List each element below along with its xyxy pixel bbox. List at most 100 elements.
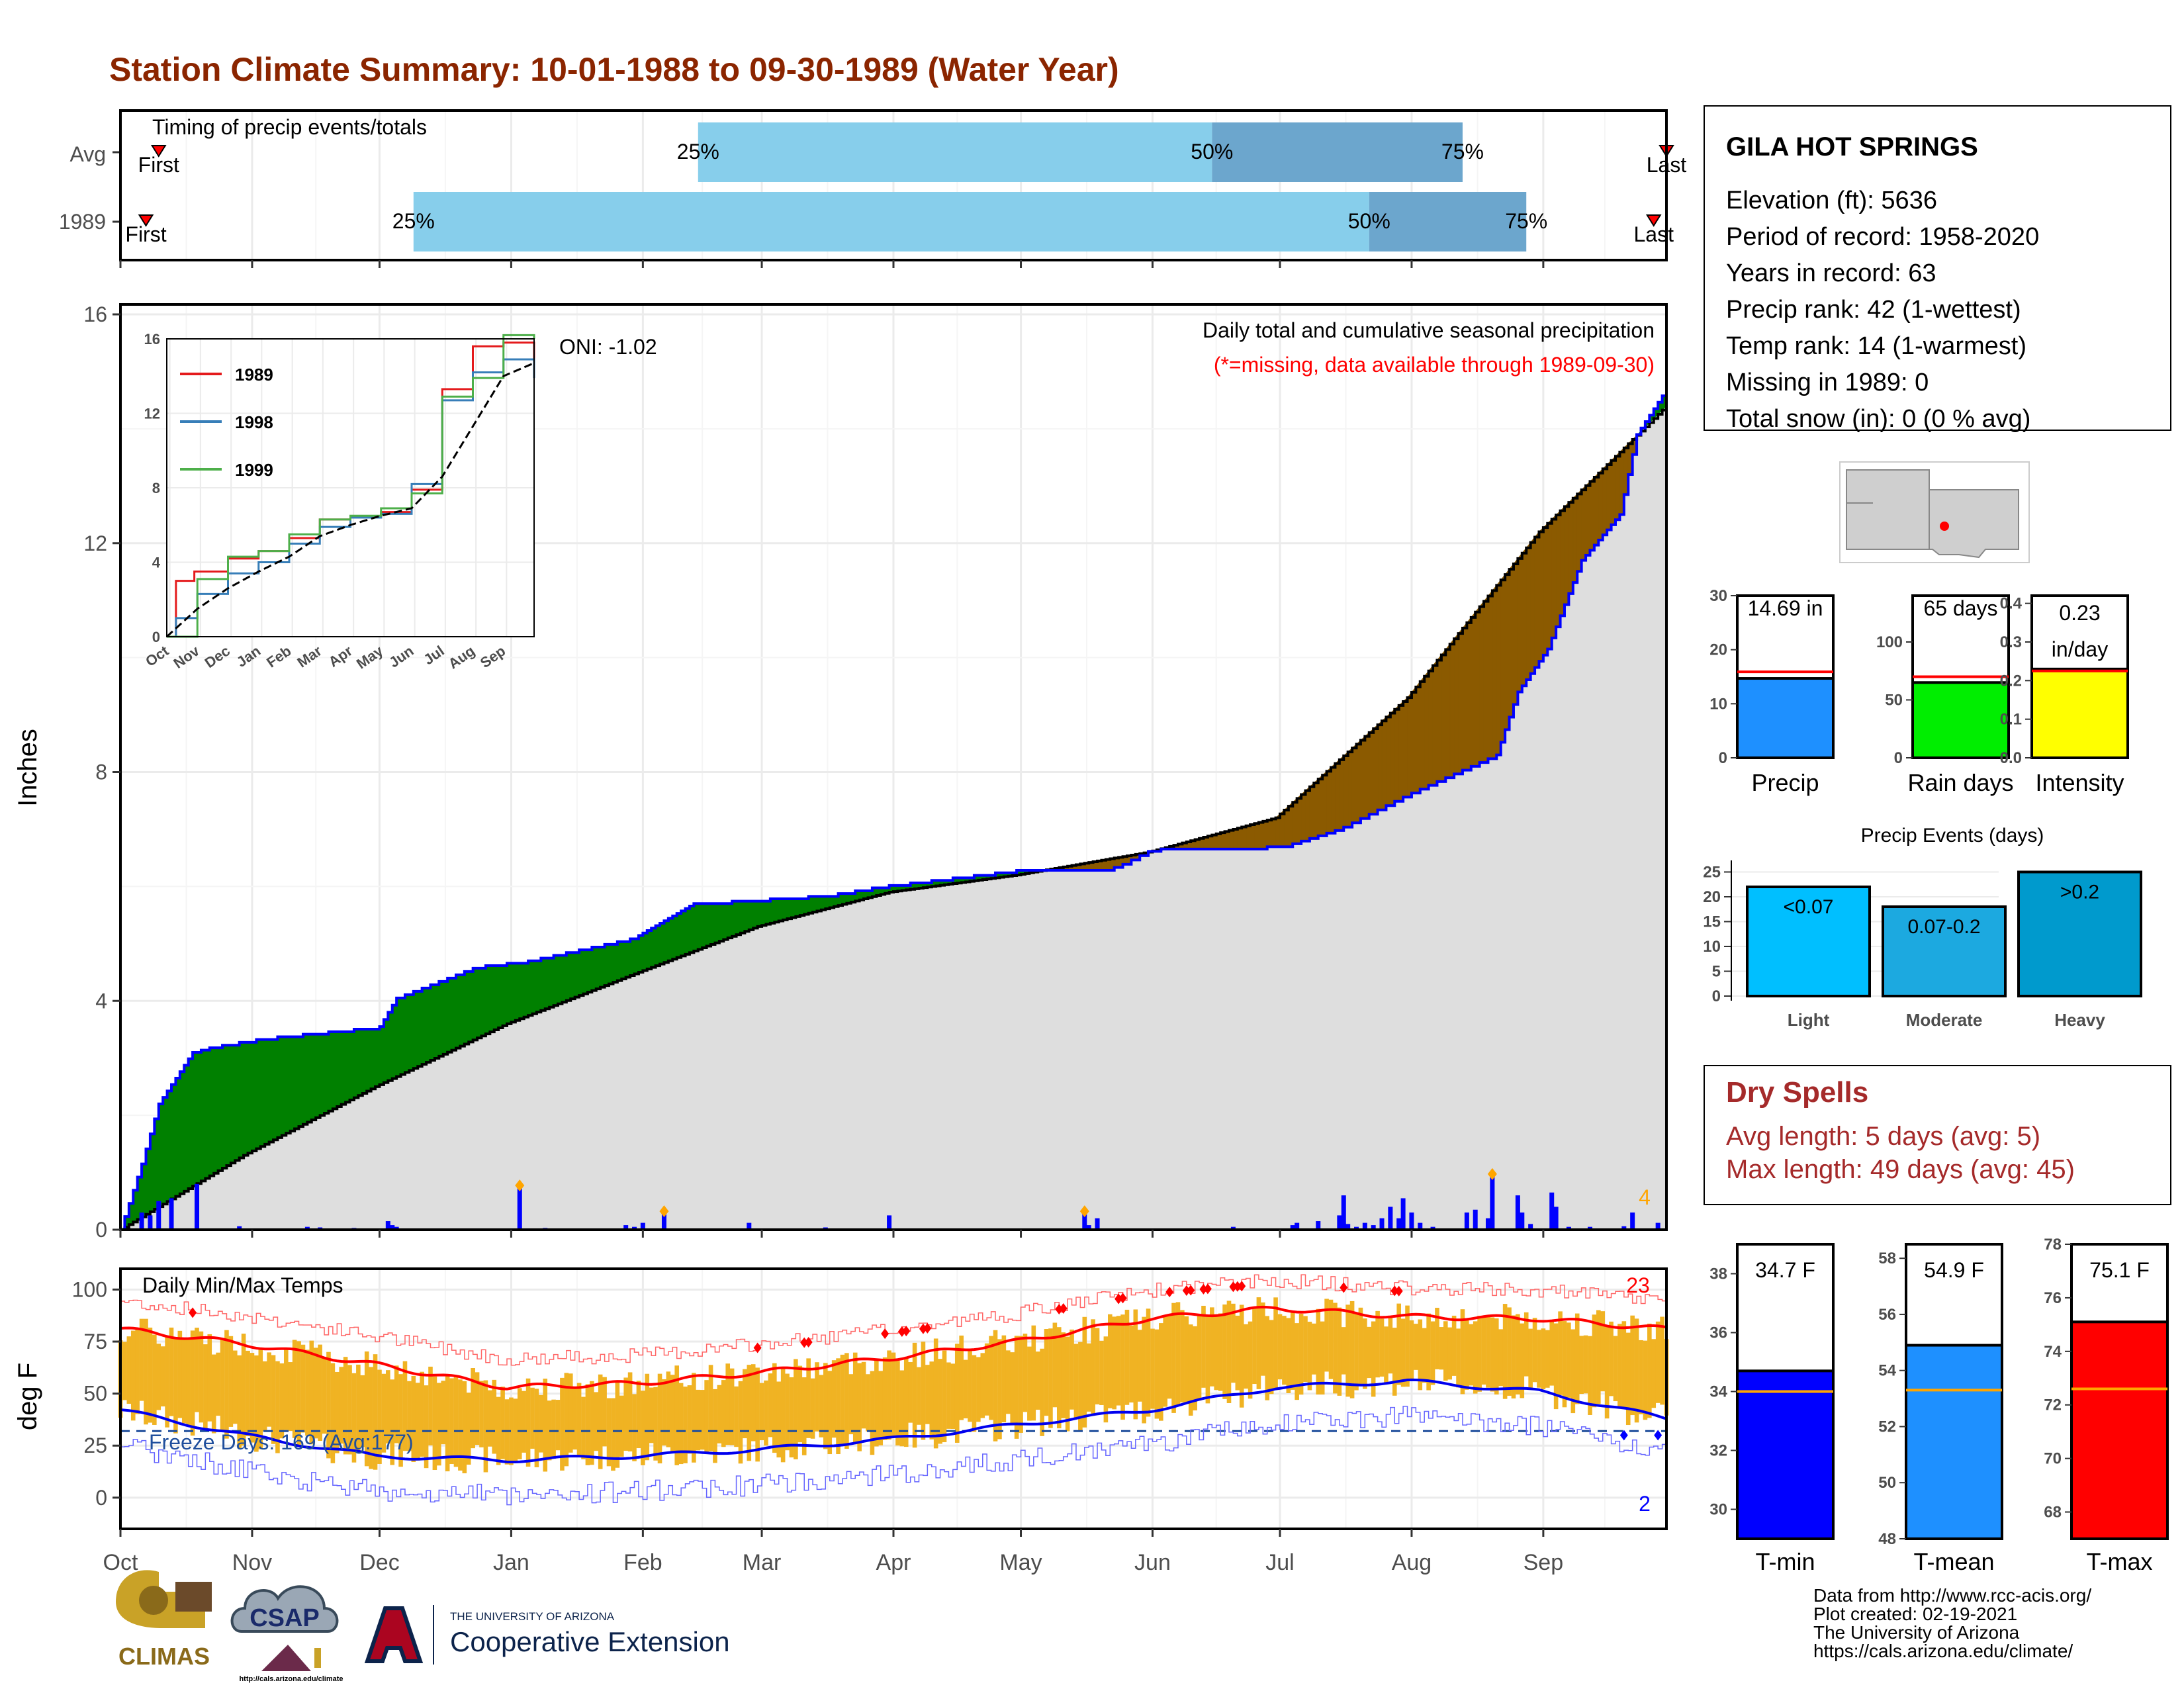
surplus-band: [426, 987, 431, 1063]
daily-temp-bar: [1574, 1313, 1580, 1404]
surplus-band: [383, 1019, 388, 1083]
surplus-band: [209, 1047, 214, 1177]
csap-cloud: [230, 1585, 339, 1633]
daily-temp-bar: [1341, 1327, 1346, 1375]
ua-small-text: THE UNIVERSITY OF ARIZONA: [450, 1610, 615, 1623]
temp-summary-label: T-max: [2086, 1548, 2152, 1575]
temp-lines: [120, 1274, 1667, 1506]
daily-temp-bar: [292, 1340, 297, 1438]
daily-temp-bar: [500, 1387, 505, 1459]
daily-temp-bar: [1643, 1340, 1648, 1420]
daily-precip-bar: [747, 1222, 752, 1230]
daily-temp-bar: [989, 1336, 993, 1420]
daily-temp-bar: [1286, 1318, 1291, 1393]
csap-url: http://cals.arizona.edu/climate: [239, 1675, 343, 1683]
surplus-band: [625, 941, 631, 978]
record-high-count: 23: [1626, 1273, 1650, 1297]
deficit-band: [1246, 824, 1251, 850]
surplus-band: [408, 994, 414, 1072]
avg-cumulative-line: [120, 406, 1668, 1231]
daily-temp-bar: [522, 1391, 526, 1453]
daily-temp-bar: [1498, 1329, 1504, 1387]
record-high-marker: [1229, 1281, 1238, 1293]
temp-summary-value-label: 54.9 F: [1924, 1258, 1984, 1282]
daily-precip-bar: [1515, 1195, 1520, 1230]
daily-precip-bar: [1655, 1222, 1661, 1230]
daily-temp-bar: [1337, 1307, 1342, 1396]
deficit-band: [1572, 493, 1578, 583]
daily-temp-bar: [1107, 1314, 1113, 1408]
surplus-band: [532, 960, 537, 1015]
daily-temp-bar: [1231, 1303, 1236, 1383]
daily-temp-bar: [386, 1370, 390, 1443]
daily-temp-bar: [1295, 1323, 1299, 1400]
surplus-band: [447, 978, 452, 1053]
daily-temp-bar: [878, 1371, 884, 1445]
last-event-label: Last: [1634, 222, 1674, 246]
deficit-band: [1254, 822, 1259, 850]
surplus-band: [676, 913, 682, 958]
surplus-band: [285, 1036, 291, 1134]
deficit-band: [1522, 547, 1527, 686]
surplus-band: [689, 905, 694, 953]
station-name: GILA HOT SPRINGS: [1726, 132, 1978, 161]
daily-temp-bar: [373, 1354, 378, 1470]
surplus-band: [320, 1034, 325, 1117]
daily-temp-bar: [1333, 1303, 1338, 1394]
inset-y-tick-label: 8: [152, 480, 160, 496]
surplus-band: [188, 1058, 193, 1189]
daily-precip-bar: [1345, 1224, 1351, 1230]
surplus-band: [702, 903, 707, 948]
deficit-band: [1585, 480, 1590, 556]
surplus-band: [672, 915, 678, 960]
temp-summary-y-tick-label: 34: [1709, 1383, 1727, 1401]
daily-temp-bar: [169, 1327, 174, 1416]
temp-summary-y-tick-label: 56: [1878, 1306, 1896, 1324]
daily-precip-bar: [1418, 1222, 1423, 1230]
precip-event-bar: [1746, 886, 1871, 997]
daily-temp-bar: [1639, 1340, 1643, 1414]
daily-temp-bar: [1320, 1321, 1325, 1395]
deficit-band: [1602, 464, 1608, 535]
daily-precip-bar: [640, 1222, 645, 1230]
month-label: Mar: [743, 1550, 782, 1575]
surplus-band: [345, 1031, 350, 1103]
daily-temp-bar: [632, 1394, 637, 1461]
daily-temp-bar: [759, 1383, 764, 1441]
daily-temp-bar: [1596, 1310, 1601, 1404]
surplus-band: [778, 898, 784, 922]
surplus-band: [782, 898, 788, 921]
inset-y-tick-label: 12: [144, 406, 160, 422]
climas-logo-text: CLIMAS: [118, 1643, 210, 1670]
daily-temp-bar: [1056, 1327, 1062, 1429]
daily-temp-bar: [912, 1342, 917, 1448]
daily-temp-bar: [963, 1359, 968, 1419]
daily-precip-bar: [1354, 1226, 1359, 1230]
month-label: Jul: [1265, 1550, 1294, 1575]
deficit-band: [1606, 459, 1612, 530]
daily-temp-bar: [1537, 1330, 1541, 1388]
surplus-band: [251, 1042, 257, 1152]
daily-temp-bar: [772, 1363, 777, 1453]
surplus-band: [710, 903, 715, 945]
daily-temp-bar: [692, 1373, 696, 1463]
surplus-band: [642, 933, 648, 972]
daily-temp-bar: [1103, 1336, 1109, 1423]
surplus-band: [693, 903, 699, 952]
daily-temp-bar: [262, 1361, 267, 1432]
temp-summary-value: [1905, 1344, 2003, 1540]
daily-temp-bar: [1447, 1327, 1453, 1380]
month-label: Jan: [493, 1550, 529, 1575]
daily-temp-bar: [1345, 1304, 1350, 1397]
precip-panel-title: Daily total and cumulative seasonal prec…: [1203, 318, 1655, 342]
daily-temp-bar: [1205, 1314, 1210, 1404]
deficit-band: [1258, 821, 1263, 850]
deficit-band: [1322, 770, 1327, 837]
station-line-1: Period of record: 1958-2020: [1726, 223, 2039, 251]
daily-temp-bar: [968, 1351, 972, 1422]
daily-temp-bar: [428, 1366, 433, 1445]
surplus-band: [706, 903, 711, 947]
events-y-tick-label: 25: [1703, 864, 1721, 882]
daily-temp-bar: [224, 1330, 229, 1439]
daily-temp-bar: [721, 1380, 726, 1447]
